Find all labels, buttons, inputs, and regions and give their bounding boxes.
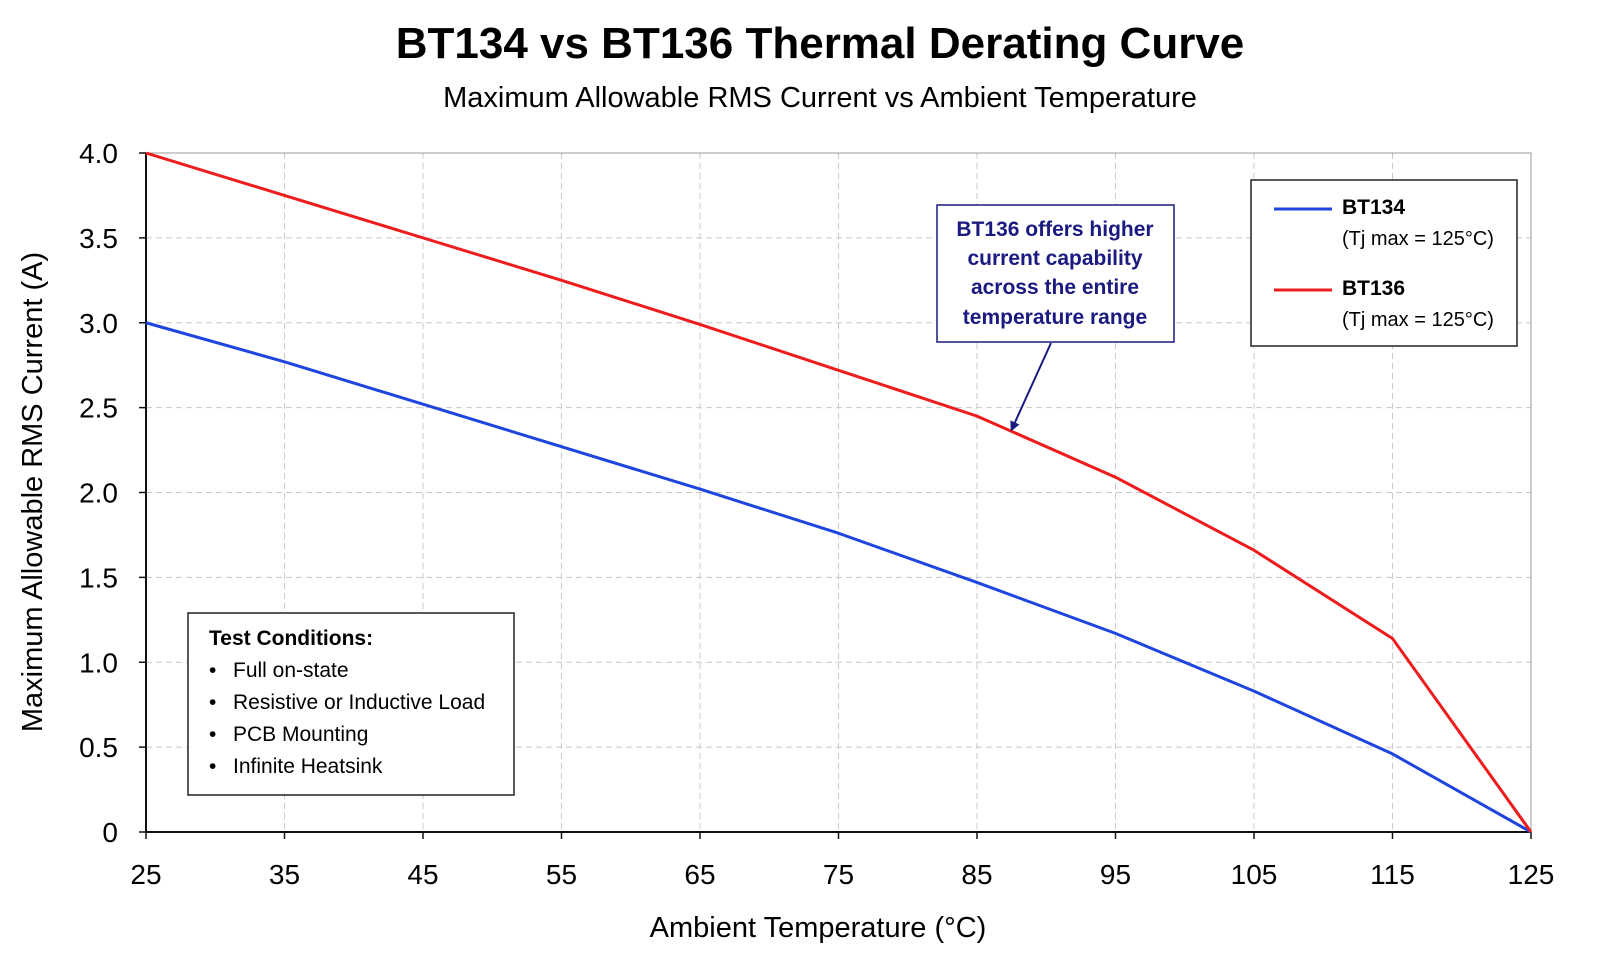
x-axis-label: Ambient Temperature (°C) bbox=[650, 912, 987, 944]
y-tick-label: 3.5 bbox=[79, 223, 118, 254]
legend-note-bt136: (Tj max = 125°C) bbox=[1342, 309, 1494, 331]
annotation-line-3: across the entire bbox=[971, 276, 1139, 299]
legend: BT134 (Tj max = 125°C) BT136 (Tj max = 1… bbox=[1250, 179, 1518, 347]
axes bbox=[139, 152, 1532, 839]
tick-labels: 25 35 45 55 65 75 85 95 105 115 125 0 0.5 1.0 1.5 2.0 2.… bbox=[79, 138, 1554, 890]
y-tick-label: 3.0 bbox=[79, 308, 118, 339]
y-tick-label: 2.0 bbox=[79, 478, 118, 509]
y-tick-label: 2.5 bbox=[79, 393, 118, 424]
annotation-box bbox=[936, 204, 1175, 343]
conditions-bullet: • bbox=[209, 755, 216, 778]
x-tick-label: 85 bbox=[961, 859, 992, 890]
annotation-arrow bbox=[1010, 342, 1052, 432]
x-tick-label: 45 bbox=[407, 859, 438, 890]
y-tick-label: 1.5 bbox=[79, 562, 118, 593]
annotation-line-1: BT136 offers higher bbox=[956, 218, 1153, 241]
annotation-line-2: current capability bbox=[967, 247, 1142, 270]
y-tick-label: 1.0 bbox=[79, 647, 118, 678]
series-line-bt134 bbox=[145, 321, 1532, 834]
y-tick-label: 0 bbox=[102, 817, 118, 848]
conditions-title: Test Conditions: bbox=[209, 627, 373, 650]
conditions-item: Full on-state bbox=[233, 659, 349, 682]
conditions-bullet: • bbox=[209, 691, 216, 714]
test-conditions-box: Test Conditions: • Full on-state • Resis… bbox=[187, 612, 515, 796]
x-tick-label: 35 bbox=[269, 859, 300, 890]
legend-label-bt136: BT136 bbox=[1342, 277, 1405, 300]
legend-note-bt134: (Tj max = 125°C) bbox=[1342, 228, 1494, 250]
conditions-item: Infinite Heatsink bbox=[233, 755, 383, 778]
x-tick-label: 75 bbox=[823, 859, 854, 890]
annotation: BT136 offers higher current capability a… bbox=[936, 204, 1175, 432]
legend-label-bt134: BT134 bbox=[1342, 196, 1405, 219]
y-axis-label: Maximum Allowable RMS Current (A) bbox=[17, 252, 49, 732]
series-lines bbox=[145, 151, 1533, 834]
x-tick-label: 105 bbox=[1231, 859, 1278, 890]
conditions-bullet: • bbox=[209, 659, 216, 682]
chart-subtitle: Maximum Allowable RMS Current vs Ambient… bbox=[443, 82, 1197, 114]
x-tick-label: 65 bbox=[684, 859, 715, 890]
conditions-frame bbox=[187, 612, 515, 796]
conditions-bullet: • bbox=[209, 723, 216, 746]
chart-title: BT134 vs BT136 Thermal Derating Curve bbox=[396, 19, 1245, 68]
annotation-line-4: temperature range bbox=[963, 306, 1147, 329]
conditions-item: Resistive or Inductive Load bbox=[233, 691, 485, 714]
y-tick-label: 0.5 bbox=[79, 732, 118, 763]
x-tick-label: 95 bbox=[1100, 859, 1131, 890]
series-line-bt136 bbox=[145, 151, 1533, 833]
x-tick-label: 125 bbox=[1508, 859, 1555, 890]
x-tick-label: 55 bbox=[546, 859, 577, 890]
x-tick-label: 25 bbox=[130, 859, 161, 890]
x-tick-label: 115 bbox=[1370, 859, 1415, 890]
y-tick-label: 4.0 bbox=[79, 138, 118, 169]
conditions-item: PCB Mounting bbox=[233, 723, 368, 746]
